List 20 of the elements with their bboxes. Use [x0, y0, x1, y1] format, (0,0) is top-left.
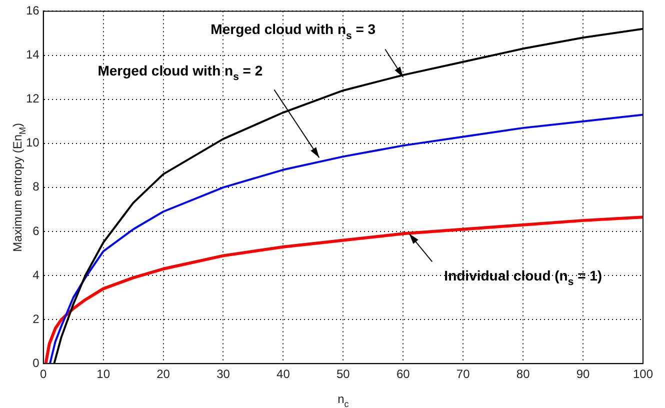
x-tick-label: 30	[216, 367, 230, 382]
x-tick-label: 70	[456, 367, 470, 382]
x-tick-label: 10	[96, 367, 110, 382]
y-tick-label: 6	[32, 224, 40, 238]
x-tick-label: 60	[396, 367, 410, 382]
x-tick-label: 40	[276, 367, 290, 382]
y-tick-label: 12	[26, 92, 40, 106]
y-tick-label: 0	[32, 356, 40, 370]
y-tick-label: 4	[32, 268, 40, 282]
x-tick-label: 20	[156, 367, 170, 382]
y-tick-label: 14	[26, 48, 40, 62]
x-tick-label: 50	[336, 367, 350, 382]
y-tick-label: 2	[32, 312, 40, 326]
y-tick-label: 8	[32, 180, 40, 194]
x-tick-label: 100	[632, 367, 654, 382]
x-tick-label: 80	[516, 367, 530, 382]
x-tick-label: 90	[576, 367, 590, 382]
y-tick-label: 10	[26, 136, 40, 150]
y-axis-title: Maximum entropy (EnM)	[10, 122, 28, 252]
y-tick-label: 16	[26, 4, 40, 18]
